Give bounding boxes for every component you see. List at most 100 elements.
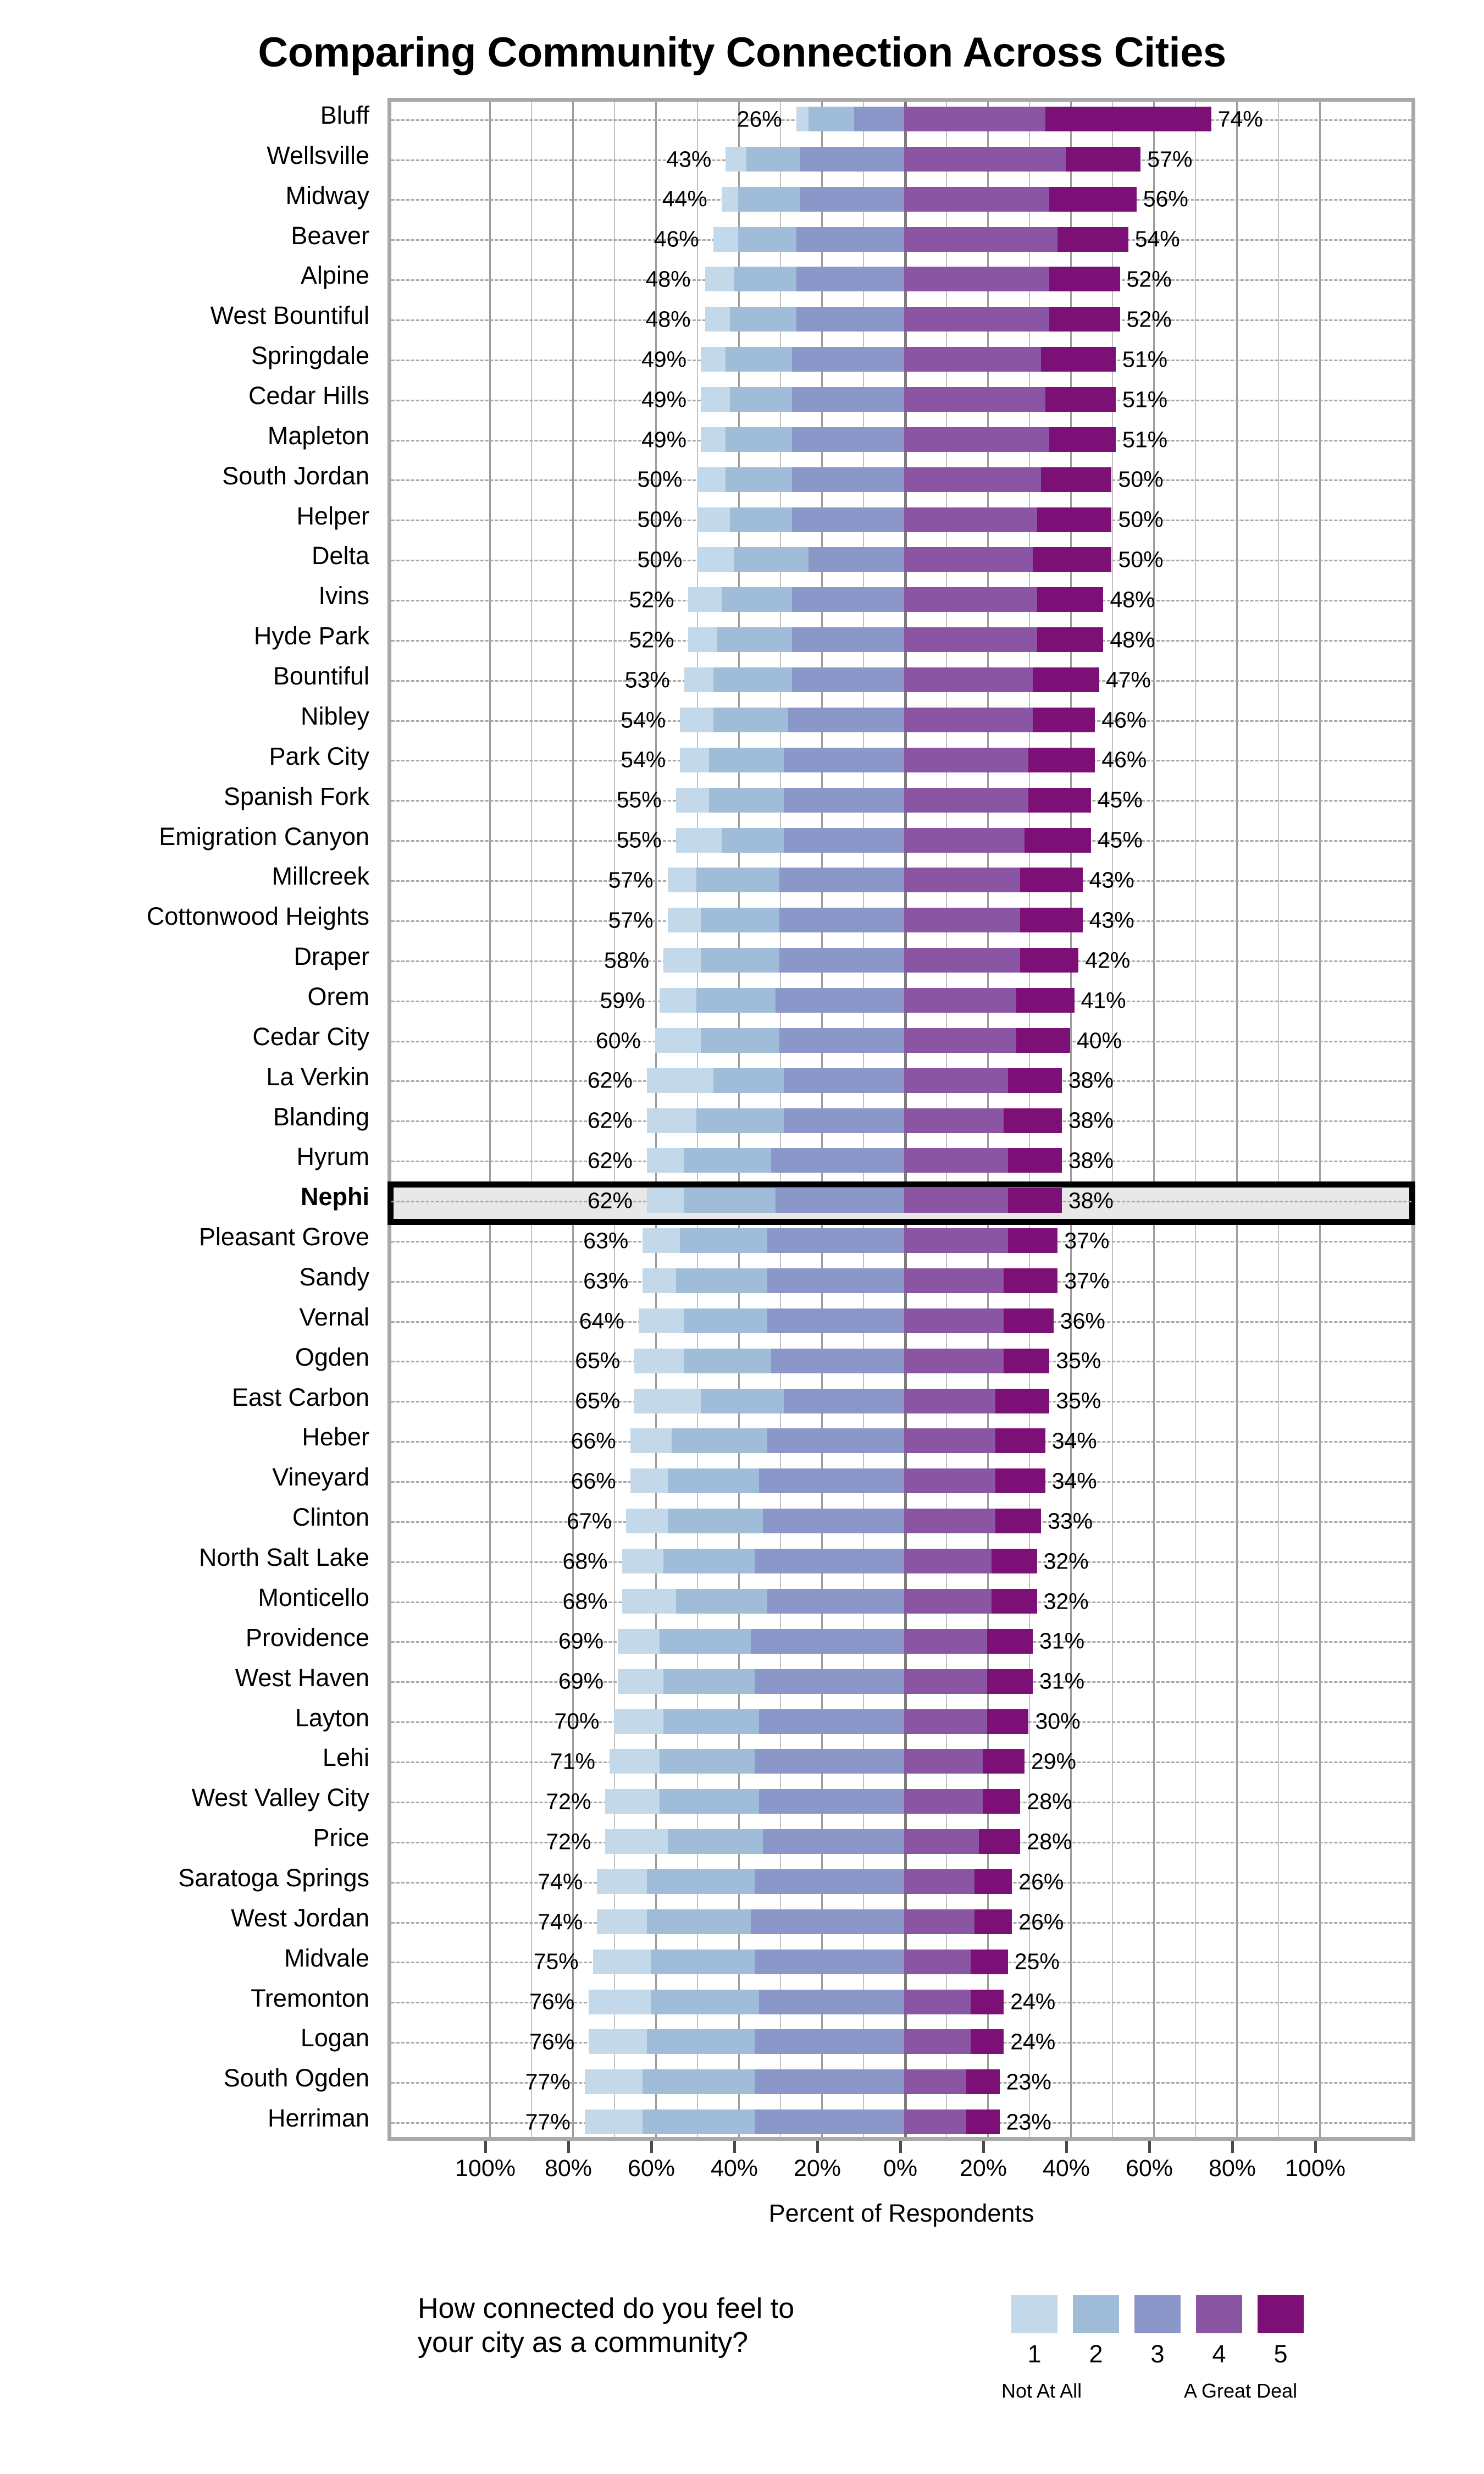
stacked-bar[interactable] <box>589 2029 1004 2055</box>
bar-segment-4[interactable] <box>904 186 1050 212</box>
bar-segment-2[interactable] <box>701 948 780 973</box>
stacked-bar[interactable] <box>589 1989 1004 2014</box>
bar-row[interactable]: 44% 56% <box>391 182 1411 217</box>
bar-segment-1[interactable] <box>667 908 701 933</box>
bar-segment-2[interactable] <box>696 868 780 893</box>
bar-segment-5[interactable] <box>983 1749 1025 1774</box>
stacked-bar[interactable] <box>705 267 1120 292</box>
bar-row[interactable]: 62% 38% <box>391 1063 1411 1098</box>
bar-segment-5[interactable] <box>1057 227 1128 252</box>
bar-segment-1[interactable] <box>705 307 730 332</box>
bar-row[interactable]: 57% 43% <box>391 863 1411 897</box>
bar-segment-1[interactable] <box>609 1749 660 1774</box>
bar-segment-5[interactable] <box>987 1709 1029 1734</box>
bar-segment-2[interactable] <box>663 1709 759 1734</box>
bar-segment-4[interactable] <box>904 868 1021 893</box>
stacked-bar[interactable] <box>613 1709 1029 1734</box>
bar-segment-1[interactable] <box>605 1829 668 1854</box>
bar-segment-4[interactable] <box>904 1068 1008 1093</box>
bar-segment-4[interactable] <box>904 707 1033 732</box>
bar-segment-4[interactable] <box>904 1628 987 1654</box>
bar-segment-1[interactable] <box>659 987 697 1013</box>
bar-segment-1[interactable] <box>584 2069 643 2095</box>
stacked-bar[interactable] <box>630 1468 1045 1494</box>
bar-segment-1[interactable] <box>696 467 726 492</box>
bar-segment-5[interactable] <box>1041 347 1116 372</box>
bar-segment-3[interactable] <box>792 587 904 612</box>
bar-segment-5[interactable] <box>987 1669 1033 1694</box>
city-label-lehi[interactable]: Lehi <box>322 1743 369 1772</box>
bar-segment-3[interactable] <box>792 507 904 532</box>
bar-segment-5[interactable] <box>1007 1148 1062 1173</box>
bar-segment-3[interactable] <box>809 547 904 572</box>
bar-segment-2[interactable] <box>675 1588 767 1614</box>
stacked-bar[interactable] <box>643 1228 1058 1253</box>
city-label-clinton[interactable]: Clinton <box>292 1503 369 1532</box>
bar-segment-4[interactable] <box>904 547 1033 572</box>
stacked-bar[interactable] <box>663 948 1079 973</box>
bar-segment-4[interactable] <box>904 1669 987 1694</box>
bar-row[interactable]: 49% 51% <box>391 342 1411 377</box>
bar-segment-4[interactable] <box>904 1829 979 1854</box>
bar-segment-1[interactable] <box>634 1348 684 1373</box>
stacked-bar[interactable] <box>622 1588 1037 1614</box>
bar-segment-4[interactable] <box>904 1789 983 1814</box>
bar-segment-5[interactable] <box>1004 1268 1058 1294</box>
city-label-wellsville[interactable]: Wellsville <box>267 141 369 169</box>
bar-segment-1[interactable] <box>680 707 713 732</box>
bar-segment-5[interactable] <box>1024 827 1091 853</box>
city-label-herriman[interactable]: Herriman <box>267 2104 369 2133</box>
bar-segment-2[interactable] <box>651 1949 755 1974</box>
bar-segment-3[interactable] <box>854 107 904 131</box>
city-label-beaver[interactable]: Beaver <box>291 221 369 250</box>
bar-segment-4[interactable] <box>904 1188 1008 1213</box>
bar-segment-2[interactable] <box>675 1268 767 1294</box>
bar-segment-4[interactable] <box>904 267 1050 292</box>
bar-segment-4[interactable] <box>904 347 1042 372</box>
bar-row[interactable]: 50% 50% <box>391 462 1411 497</box>
bar-segment-5[interactable] <box>1004 1308 1054 1333</box>
city-label-vineyard[interactable]: Vineyard <box>272 1463 369 1492</box>
bar-segment-5[interactable] <box>1020 908 1083 933</box>
bar-segment-3[interactable] <box>755 1949 904 1974</box>
bar-segment-5[interactable] <box>1066 146 1141 172</box>
city-label-helper[interactable]: Helper <box>296 501 369 530</box>
bar-segment-5[interactable] <box>1004 1348 1050 1373</box>
bar-segment-4[interactable] <box>904 2109 967 2135</box>
bar-segment-1[interactable] <box>684 667 713 693</box>
bar-segment-5[interactable] <box>1033 707 1095 732</box>
bar-row[interactable]: 48% 52% <box>391 302 1411 336</box>
stacked-bar[interactable] <box>659 987 1075 1013</box>
bar-row[interactable]: 68% 32% <box>391 1584 1411 1619</box>
legend-swatch-4[interactable] <box>1196 2295 1242 2333</box>
bar-segment-1[interactable] <box>630 1428 672 1454</box>
city-label-price[interactable]: Price <box>313 1824 369 1852</box>
bar-segment-4[interactable] <box>904 948 1021 973</box>
city-label-east-carbon[interactable]: East Carbon <box>231 1383 369 1411</box>
bar-segment-3[interactable] <box>784 827 904 853</box>
stacked-bar[interactable] <box>655 1028 1070 1053</box>
bar-segment-3[interactable] <box>788 707 904 732</box>
stacked-bar[interactable] <box>597 1909 1012 1934</box>
bar-segment-1[interactable] <box>643 1228 680 1253</box>
stacked-bar[interactable] <box>726 146 1141 172</box>
bar-segment-4[interactable] <box>904 587 1037 612</box>
stacked-bar[interactable] <box>593 1949 1008 1974</box>
bar-segment-4[interactable] <box>904 107 1045 131</box>
bar-segment-3[interactable] <box>755 1549 904 1574</box>
legend-swatch-5[interactable] <box>1258 2295 1304 2333</box>
bar-row[interactable]: 75% 25% <box>391 1945 1411 1979</box>
bar-segment-3[interactable] <box>750 1628 904 1654</box>
stacked-bar[interactable] <box>646 1148 1062 1173</box>
bar-segment-5[interactable] <box>1028 747 1095 772</box>
stacked-bar[interactable] <box>584 2109 1000 2135</box>
city-label-cottonwood-heights[interactable]: Cottonwood Heights <box>146 902 369 931</box>
legend-swatch-2[interactable] <box>1073 2295 1119 2333</box>
bar-segment-2[interactable] <box>643 2109 755 2135</box>
bar-segment-4[interactable] <box>904 1509 996 1534</box>
bar-segment-2[interactable] <box>643 2069 755 2095</box>
bar-segment-1[interactable] <box>675 787 710 813</box>
bar-segment-5[interactable] <box>1037 627 1104 653</box>
bar-segment-4[interactable] <box>904 1549 992 1574</box>
stacked-bar[interactable] <box>618 1669 1033 1694</box>
